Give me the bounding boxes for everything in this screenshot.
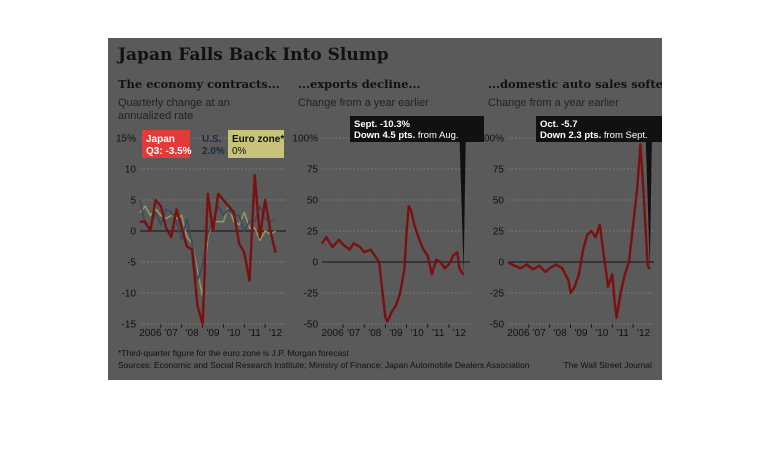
legend-value: 2.0% bbox=[202, 146, 225, 157]
x-tick-label: '07 bbox=[347, 328, 360, 339]
callout-line-2: Down 2.3 pts. from Sept. bbox=[540, 130, 648, 141]
y-tick-label: 0 bbox=[498, 258, 504, 269]
y-tick-label: -50 bbox=[490, 320, 505, 331]
x-tick-label: '09 bbox=[389, 328, 402, 339]
sources: Sources: Economic and Social Research In… bbox=[118, 360, 530, 370]
y-tick-label: 10 bbox=[125, 165, 137, 176]
series-line-japan bbox=[140, 173, 277, 326]
callout-line-1: Sept. -10.3% bbox=[354, 119, 411, 130]
legend-label: Japan bbox=[146, 134, 175, 145]
x-tick-label: 2006 bbox=[507, 328, 530, 339]
callout-line-2: Down 4.5 pts. from Aug. bbox=[354, 130, 459, 141]
x-tick-label: '09 bbox=[206, 328, 219, 339]
x-tick-label: '10 bbox=[411, 328, 424, 339]
legend-japan-swatch bbox=[142, 130, 190, 158]
x-tick-label: '12 bbox=[637, 328, 650, 339]
y-tick-label: -50 bbox=[304, 320, 319, 331]
x-tick-label: '12 bbox=[453, 328, 466, 339]
y-tick-label: -10 bbox=[122, 289, 137, 300]
callout-box bbox=[536, 116, 662, 142]
footnote: *Third-quarter figure for the euro zone … bbox=[118, 348, 350, 358]
chart-title: ...domestic auto sales soften. bbox=[488, 77, 662, 91]
y-tick-label: 50 bbox=[307, 196, 319, 207]
x-tick-label: '09 bbox=[574, 328, 587, 339]
callout: Sept. -10.3%Down 4.5 pts. from Aug. bbox=[350, 116, 484, 273]
legend-euro-swatch bbox=[228, 130, 284, 158]
y-tick-label: 100% bbox=[478, 134, 504, 145]
x-tick-label: '07 bbox=[533, 328, 546, 339]
y-tick-label: 0 bbox=[312, 258, 318, 269]
x-tick-label: '11 bbox=[432, 328, 445, 339]
y-tick-label: -15 bbox=[122, 320, 137, 331]
x-tick-label: '12 bbox=[269, 328, 282, 339]
chart-1: The economy contracts... Quarterly change… bbox=[116, 77, 286, 339]
x-tick-label: 2006 bbox=[139, 328, 162, 339]
chart-subtitle: annualized rate bbox=[118, 110, 193, 122]
y-tick-label: -25 bbox=[304, 289, 319, 300]
x-tick-label: '10 bbox=[595, 328, 608, 339]
y-tick-label: 75 bbox=[493, 165, 505, 176]
callout-pointer bbox=[645, 142, 652, 268]
y-tick-label: 25 bbox=[493, 227, 505, 238]
y-tick-label: 15% bbox=[116, 134, 136, 145]
y-tick-label: 75 bbox=[307, 165, 319, 176]
chart-title: ...exports decline... bbox=[298, 77, 421, 91]
legend-label: Euro zone* bbox=[232, 134, 284, 145]
x-tick-label: '08 bbox=[554, 328, 567, 339]
callout-box bbox=[350, 116, 484, 142]
x-tick-label: 2006 bbox=[321, 328, 344, 339]
series-line-auto-sales bbox=[507, 142, 651, 319]
legend-label: U.S. bbox=[202, 134, 222, 145]
chart-title: The economy contracts... bbox=[118, 77, 280, 91]
legend-value: Q3: -3.5% bbox=[146, 146, 192, 157]
y-tick-label: -5 bbox=[127, 258, 136, 269]
callout-line-1: Oct. -5.7 bbox=[540, 119, 578, 130]
y-tick-label: 5 bbox=[130, 196, 136, 207]
chart-subtitle: Change from a year earlier bbox=[298, 97, 429, 109]
y-tick-label: 50 bbox=[493, 196, 505, 207]
x-tick-label: '08 bbox=[186, 328, 199, 339]
callout-pointer bbox=[459, 142, 466, 273]
figure-title: Japan Falls Back Into Slump bbox=[116, 45, 389, 65]
x-tick-label: '11 bbox=[249, 328, 262, 339]
x-tick-label: '08 bbox=[368, 328, 381, 339]
series-line-exports bbox=[321, 204, 465, 323]
chart-svg: Japan Falls Back Into Slump The economy … bbox=[116, 45, 662, 370]
y-tick-label: 25 bbox=[307, 227, 319, 238]
x-tick-label: '07 bbox=[165, 328, 178, 339]
y-tick-label: 0 bbox=[130, 227, 136, 238]
legend-value: 0% bbox=[232, 146, 247, 157]
credit: The Wall Street Journal bbox=[564, 360, 653, 370]
chart-3: ...domestic auto sales soften. Change fro… bbox=[478, 77, 662, 339]
chart-subtitle: Quarterly change at an bbox=[118, 97, 230, 109]
y-tick-label: -25 bbox=[490, 289, 505, 300]
chart-2: ...exports decline... Change from a year … bbox=[292, 77, 484, 339]
chart-subtitle: Change from a year earlier bbox=[488, 97, 619, 109]
x-tick-label: '10 bbox=[227, 328, 240, 339]
y-tick-label: 100% bbox=[292, 134, 318, 145]
chart-figure: Japan Falls Back Into Slump The economy … bbox=[108, 38, 662, 380]
x-tick-label: '11 bbox=[617, 328, 630, 339]
